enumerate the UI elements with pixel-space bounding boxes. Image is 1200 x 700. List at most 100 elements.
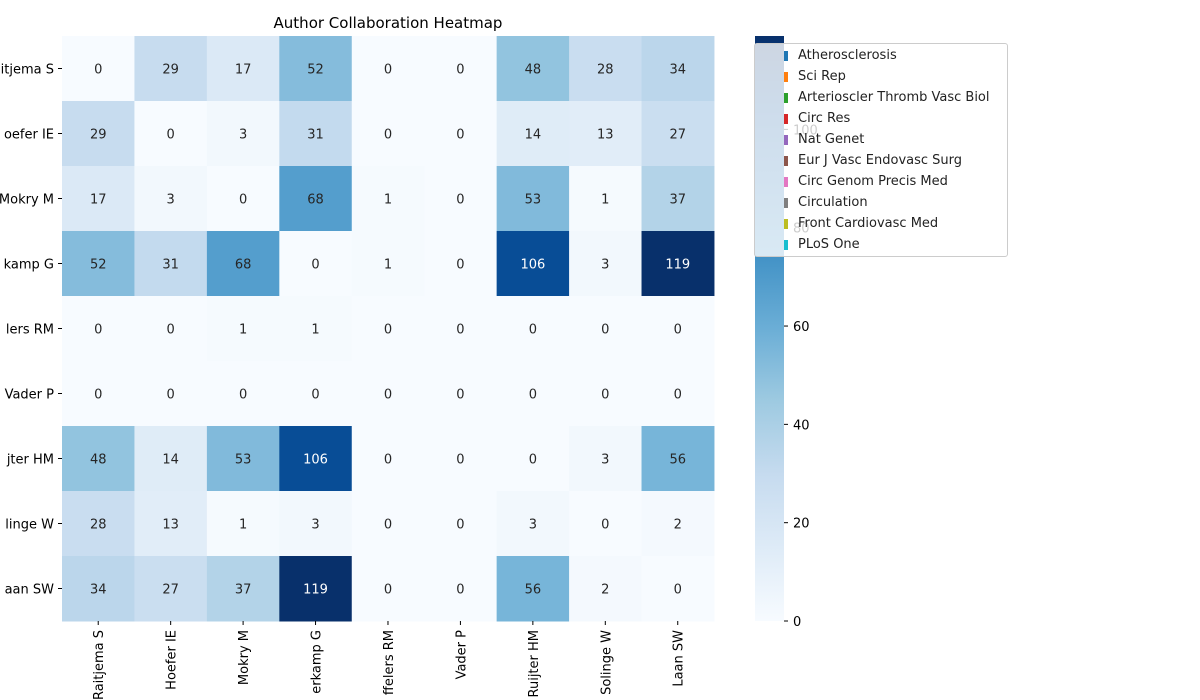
heatmap-cell (641, 296, 715, 362)
cell-value-label: 0 (239, 193, 247, 208)
cell-value-label: 3 (239, 128, 247, 143)
cell-value-label: 0 (456, 518, 464, 533)
heatmap-cell (62, 426, 135, 492)
cell-value-label: 0 (384, 583, 392, 598)
heatmap-cell (569, 361, 643, 427)
row-label: lers RM (6, 323, 54, 338)
legend-swatch (784, 155, 788, 166)
cell-value-label: 0 (94, 388, 102, 403)
legend-swatch (784, 134, 788, 145)
cell-value-label: 106 (520, 258, 545, 273)
cell-value-label: 0 (674, 583, 682, 598)
cell-value-label: 31 (162, 258, 179, 273)
cell-value-label: 53 (525, 193, 542, 208)
legend: Atherosclerosis Sci Rep Arterioscler Throm… (754, 43, 1008, 257)
cell-value-label: 53 (235, 453, 252, 468)
legend-entry: Eur J Vasc Endovasc Surg (755, 150, 962, 171)
heatmap-cell (641, 491, 715, 557)
legend-swatch (784, 92, 788, 103)
cell-value-label: 0 (456, 63, 464, 78)
cell-value-label: 0 (311, 258, 319, 273)
heatmap-cell (206, 426, 280, 492)
heatmap-cell (62, 556, 135, 622)
col-label: Hoefer IE (165, 630, 180, 690)
heatmap-cell (496, 556, 570, 622)
cell-value-label: 52 (307, 63, 324, 78)
cell-value-label: 48 (90, 453, 107, 468)
heatmap-cell (641, 556, 715, 622)
col-label: Ruijter HM (527, 630, 542, 697)
legend-label: Eur J Vasc Endovasc Surg (798, 153, 963, 168)
cell-value-label: 0 (529, 388, 537, 403)
cell-value-label: 0 (239, 388, 247, 403)
cell-value-label: 0 (456, 388, 464, 403)
heatmap-cell (134, 166, 208, 232)
heatmap-cell (279, 231, 353, 297)
cell-value-label: 119 (665, 258, 690, 273)
legend-swatch (784, 176, 788, 187)
legend-swatch (784, 113, 788, 124)
cell-value-label: 1 (601, 193, 609, 208)
cell-value-label: 31 (307, 128, 324, 143)
heatmap-cell (206, 296, 280, 362)
cell-value-label: 0 (384, 323, 392, 338)
legend-entry: Arterioscler Thromb Vasc Biol (755, 87, 990, 108)
heatmap-cell (496, 491, 570, 557)
heatmap-cell (424, 231, 498, 297)
heatmap-cell (134, 426, 208, 492)
cell-value-label: 0 (384, 63, 392, 78)
heatmap-cell (206, 36, 280, 102)
cell-value-label: 3 (601, 453, 609, 468)
legend-entry: Front Cardiovasc Med (755, 213, 938, 234)
cell-value-label: 0 (601, 388, 609, 403)
heatmap-cell (424, 166, 498, 232)
legend-swatch (784, 197, 788, 208)
heatmap-cell (279, 556, 353, 622)
cell-value-label: 0 (167, 388, 175, 403)
cell-value-label: 28 (597, 63, 614, 78)
col-label: Raitjema S (92, 630, 107, 700)
heatmap-cell (569, 491, 643, 557)
cell-value-label: 13 (597, 128, 614, 143)
cell-value-label: 0 (384, 388, 392, 403)
heatmap-cell (569, 166, 643, 232)
legend-swatch (784, 71, 788, 82)
heatmap-cell (62, 361, 135, 427)
col-label: ffelers RM (382, 630, 397, 695)
col-label: Mokry M (237, 630, 252, 685)
cell-value-label: 68 (307, 193, 324, 208)
cell-value-label: 34 (669, 63, 686, 78)
heatmap-cell (351, 36, 425, 102)
cell-value-label: 56 (669, 453, 686, 468)
heatmap-cell (641, 361, 715, 427)
legend-label: Front Cardiovasc Med (798, 216, 939, 231)
cell-value-label: 0 (456, 583, 464, 598)
heatmap-cell (279, 361, 353, 427)
col-label: Vader P (454, 630, 469, 680)
legend-label: Atherosclerosis (798, 48, 897, 63)
legend-entry: Circulation (755, 192, 868, 213)
cell-value-label: 27 (669, 128, 686, 143)
legend-swatch (784, 218, 788, 229)
cell-value-label: 14 (162, 453, 179, 468)
heatmap-cell (641, 166, 715, 232)
legend-label: PLoS One (798, 237, 860, 252)
cell-value-label: 52 (90, 258, 107, 273)
cell-value-label: 13 (162, 518, 179, 533)
cell-value-label: 0 (384, 453, 392, 468)
row-label: linge W (5, 518, 54, 533)
heatmap-cell (569, 101, 643, 167)
cell-value-label: 0 (674, 323, 682, 338)
legend-label: Nat Genet (798, 132, 865, 147)
legend-entry: Nat Genet (755, 129, 864, 150)
row-label: jter HM (6, 453, 54, 468)
chart-title: Author Collaboration Heatmap (274, 14, 503, 32)
heatmap-cell (424, 361, 498, 427)
cell-value-label: 14 (525, 128, 542, 143)
heatmap-cell (424, 491, 498, 557)
heatmap-cell (351, 361, 425, 427)
colorbar-tick-label: 60 (793, 320, 810, 335)
heatmap-cell (134, 491, 208, 557)
cell-value-label: 0 (311, 388, 319, 403)
cell-value-label: 0 (674, 388, 682, 403)
